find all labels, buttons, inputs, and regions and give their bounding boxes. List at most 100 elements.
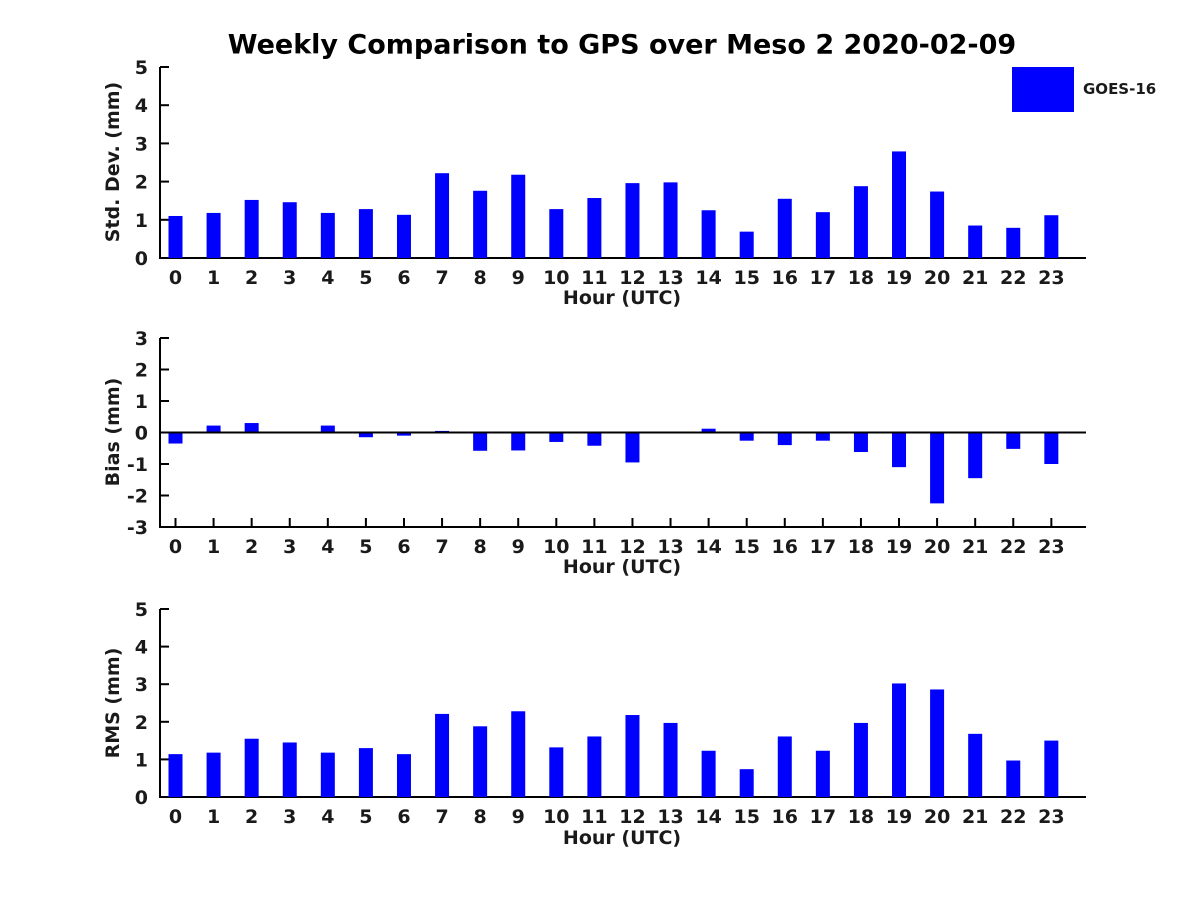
x-tick-label: 23 [1038, 536, 1064, 558]
bar-std-dev-h10 [549, 209, 564, 258]
legend-label: GOES-16 [1083, 80, 1157, 98]
bar-rms-h20 [930, 689, 945, 797]
x-tick-label: 12 [619, 267, 645, 289]
x-tick-label: 5 [359, 806, 372, 828]
x-tick-label: 11 [581, 267, 607, 289]
bar-rms-h10 [549, 747, 564, 797]
bar-rms-h21 [968, 733, 983, 797]
bar-std-dev-h23 [1044, 215, 1059, 258]
x-tick-label: 15 [733, 806, 759, 828]
bar-bias-h12 [625, 432, 640, 463]
x-tick-label: 21 [962, 267, 988, 289]
bar-std-dev-h14 [701, 210, 716, 258]
x-tick-label: 11 [581, 536, 607, 558]
bar-std-dev-h22 [1006, 227, 1021, 258]
x-tick-label: 4 [321, 267, 334, 289]
x-tick-label: 21 [962, 806, 988, 828]
x-tick-label: 9 [512, 806, 525, 828]
y-tick-label: 2 [135, 172, 148, 194]
bar-bias-h6 [396, 432, 411, 436]
x-tick-label: 13 [657, 536, 683, 558]
bar-rms-h9 [511, 711, 526, 797]
bar-bias-h10 [549, 432, 564, 442]
x-tick-label: 8 [474, 267, 487, 289]
bar-std-dev-h5 [358, 209, 373, 258]
x-tick-label: 16 [772, 267, 798, 289]
ylabel-bias: Bias (mm) [102, 377, 124, 487]
y-tick-label: 3 [135, 674, 148, 696]
bar-std-dev-h11 [587, 198, 602, 258]
bar-rms-h4 [320, 752, 335, 797]
y-tick-label: 5 [135, 599, 148, 621]
y-tick-label: -1 [127, 454, 148, 476]
xlabel-rms: Hour (UTC) [562, 827, 682, 849]
bar-std-dev-h3 [282, 202, 297, 258]
bar-std-dev-h15 [739, 231, 754, 258]
bar-rms-h23 [1044, 740, 1059, 797]
bar-bias-h19 [892, 432, 907, 468]
x-tick-label: 18 [848, 806, 874, 828]
x-tick-label: 14 [695, 267, 721, 289]
y-tick-label: 2 [135, 360, 148, 382]
x-tick-label: 10 [543, 536, 569, 558]
bar-std-dev-h0 [168, 215, 183, 258]
bar-bias-h5 [358, 432, 373, 438]
ylabel-rms: RMS (mm) [102, 647, 124, 759]
x-tick-label: 17 [810, 267, 836, 289]
y-tick-label: 0 [135, 787, 148, 809]
xlabel-bias: Hour (UTC) [562, 556, 682, 578]
bar-rms-h19 [892, 683, 907, 797]
bar-bias-h14 [701, 428, 716, 433]
x-tick-label: 13 [657, 267, 683, 289]
bar-bias-h21 [968, 432, 983, 479]
x-tick-label: 18 [848, 536, 874, 558]
x-tick-label: 11 [581, 806, 607, 828]
x-tick-label: 17 [810, 806, 836, 828]
x-tick-label: 8 [474, 536, 487, 558]
bar-std-dev-h9 [511, 174, 526, 258]
x-tick-label: 3 [283, 267, 296, 289]
x-tick-label: 13 [657, 806, 683, 828]
x-tick-label: 18 [848, 267, 874, 289]
chart-title: Weekly Comparison to GPS over Meso 2 202… [227, 29, 1017, 61]
x-tick-label: 22 [1000, 806, 1026, 828]
x-tick-label: 20 [924, 267, 950, 289]
x-tick-label: 15 [733, 536, 759, 558]
y-tick-label: 0 [135, 423, 148, 445]
y-tick-label: 1 [135, 749, 148, 771]
x-tick-label: 2 [245, 536, 258, 558]
bar-bias-h17 [815, 432, 830, 441]
x-tick-label: 17 [810, 536, 836, 558]
bar-std-dev-h20 [930, 191, 945, 258]
bar-rms-h17 [815, 750, 830, 797]
y-tick-label: 3 [135, 133, 148, 155]
x-tick-label: 1 [207, 806, 220, 828]
x-tick-label: 23 [1038, 267, 1064, 289]
x-tick-label: 10 [543, 267, 569, 289]
x-tick-label: 6 [397, 806, 410, 828]
bar-std-dev-h18 [853, 186, 868, 258]
x-tick-label: 22 [1000, 536, 1026, 558]
bar-rms-h8 [473, 726, 488, 797]
y-tick-label: 5 [135, 57, 148, 79]
y-tick-label: 3 [135, 328, 148, 350]
x-tick-label: 12 [619, 536, 645, 558]
bar-rms-h11 [587, 736, 602, 797]
bar-bias-h20 [930, 432, 945, 504]
y-tick-label: -2 [127, 486, 148, 508]
bar-bias-h9 [511, 432, 526, 451]
x-tick-label: 19 [886, 536, 912, 558]
y-tick-label: 1 [135, 391, 148, 413]
bar-bias-h0 [168, 432, 183, 444]
x-tick-label: 14 [695, 536, 721, 558]
bar-std-dev-h21 [968, 225, 983, 258]
y-tick-label: 4 [135, 95, 148, 117]
x-tick-label: 7 [435, 267, 448, 289]
x-tick-label: 23 [1038, 806, 1064, 828]
y-tick-label: 1 [135, 210, 148, 232]
bar-std-dev-h19 [892, 151, 907, 258]
x-tick-label: 6 [397, 267, 410, 289]
